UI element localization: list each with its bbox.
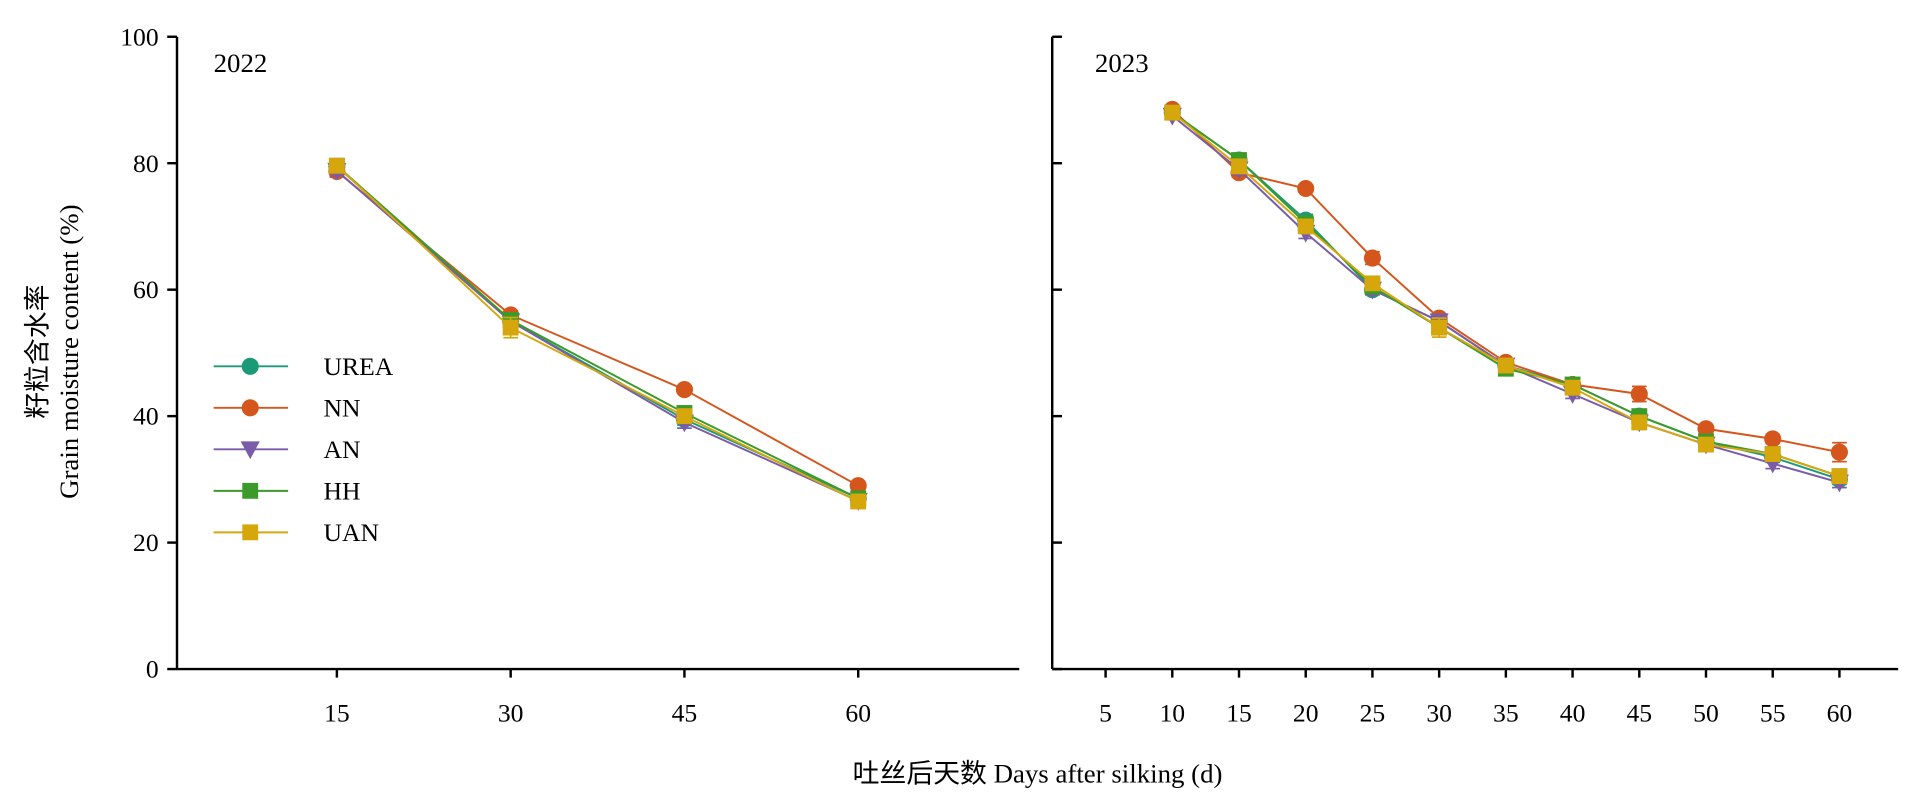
- legend-item-nn: NN: [213, 393, 360, 422]
- x-tick-label: 5: [1099, 699, 1112, 728]
- series-an: [1162, 107, 1849, 493]
- panel-title-2023: 2023: [1095, 48, 1149, 78]
- data-point: [850, 493, 867, 510]
- legend-label: UAN: [323, 518, 379, 547]
- legend-item-urea: UREA: [213, 352, 394, 381]
- legend-item-uan: UAN: [213, 518, 379, 547]
- x-tick-label: 30: [498, 699, 524, 728]
- legend-marker: [242, 524, 259, 541]
- series-line: [336, 165, 859, 500]
- x-tick-label: 45: [672, 699, 698, 728]
- x-tick-label: 60: [1827, 699, 1853, 728]
- series-line: [1171, 111, 1840, 478]
- legend-label: HH: [323, 476, 360, 505]
- x-tick-label: 35: [1493, 699, 1519, 728]
- y-axis-label-en: Grain moisture content (%): [54, 204, 84, 498]
- x-tick-label: 15: [1226, 699, 1252, 728]
- data-point: [1431, 319, 1448, 336]
- series-line: [336, 170, 859, 487]
- x-tick-label: 30: [1426, 699, 1452, 728]
- series-line: [336, 165, 859, 500]
- legend-label: UREA: [323, 352, 393, 381]
- y-axis-label-cn: 籽粒含水率: [22, 285, 52, 419]
- legend-marker: [240, 441, 260, 460]
- series-line: [1171, 115, 1840, 484]
- data-point: [1497, 357, 1514, 374]
- series-nn: [1163, 100, 1848, 463]
- legend-marker: [241, 357, 259, 375]
- data-point: [1564, 379, 1581, 396]
- x-tick-label: 55: [1760, 699, 1786, 728]
- x-tick-label: 10: [1159, 699, 1185, 728]
- series-urea: [1163, 104, 1848, 488]
- data-point: [1297, 179, 1315, 198]
- series-hh: [328, 157, 867, 507]
- x-tick-label: 20: [1293, 699, 1319, 728]
- legend-label: NN: [323, 393, 360, 422]
- y-tick-label: 100: [120, 22, 158, 51]
- y-tick-label: 0: [146, 655, 159, 684]
- series-urea: [328, 157, 867, 507]
- x-tick-label: 25: [1360, 699, 1386, 728]
- legend-marker: [241, 399, 259, 417]
- data-point: [1764, 446, 1781, 463]
- data-point: [1231, 158, 1247, 175]
- data-point: [1698, 436, 1714, 453]
- data-point: [1630, 385, 1648, 403]
- legend-marker: [242, 482, 259, 499]
- data-point: [328, 157, 345, 174]
- x-tick-label: 50: [1693, 699, 1719, 728]
- data-point: [1364, 275, 1381, 292]
- series-line: [336, 170, 859, 502]
- series-uan: [1164, 104, 1848, 485]
- panel-title-2022: 2022: [214, 48, 268, 78]
- y-tick-label: 40: [133, 402, 159, 431]
- legend-label: AN: [323, 435, 360, 464]
- series-line: [1171, 111, 1840, 481]
- series-hh: [1164, 104, 1848, 485]
- data-point: [502, 319, 519, 336]
- x-tick-label: 40: [1560, 699, 1586, 728]
- data-point: [1830, 443, 1848, 461]
- data-point: [676, 408, 693, 425]
- series-an: [327, 162, 868, 511]
- legend-item-hh: HH: [213, 476, 360, 505]
- data-point: [1764, 430, 1782, 448]
- x-axis-label: 吐丝后天数 Days after silking (d): [853, 759, 1223, 789]
- data-point: [1297, 218, 1314, 235]
- data-point: [675, 381, 693, 399]
- series-nn: [328, 162, 867, 495]
- data-point: [1164, 104, 1181, 121]
- series-uan: [328, 157, 867, 510]
- series-line: [1171, 111, 1840, 478]
- series-line: [336, 165, 859, 503]
- y-tick-label: 20: [133, 528, 159, 557]
- x-tick-label: 60: [845, 699, 871, 728]
- data-point: [1363, 249, 1381, 267]
- legend-item-an: AN: [213, 435, 360, 464]
- legend: UREA NN AN HH UAN: [213, 352, 394, 547]
- y-tick-label: 60: [133, 275, 159, 304]
- x-tick-label: 45: [1626, 699, 1652, 728]
- panel-2022: 0 20 40 60 80 100 15 30 45 60: [120, 22, 1020, 728]
- data-point: [1831, 468, 1848, 485]
- series-line: [1171, 108, 1840, 454]
- x-tick-label: 15: [324, 699, 350, 728]
- data-point: [1631, 414, 1648, 431]
- y-tick-label: 80: [133, 149, 159, 178]
- panel-2023: 5 10 15 20 25 30 35 40 45 50 55 60: [1050, 35, 1899, 728]
